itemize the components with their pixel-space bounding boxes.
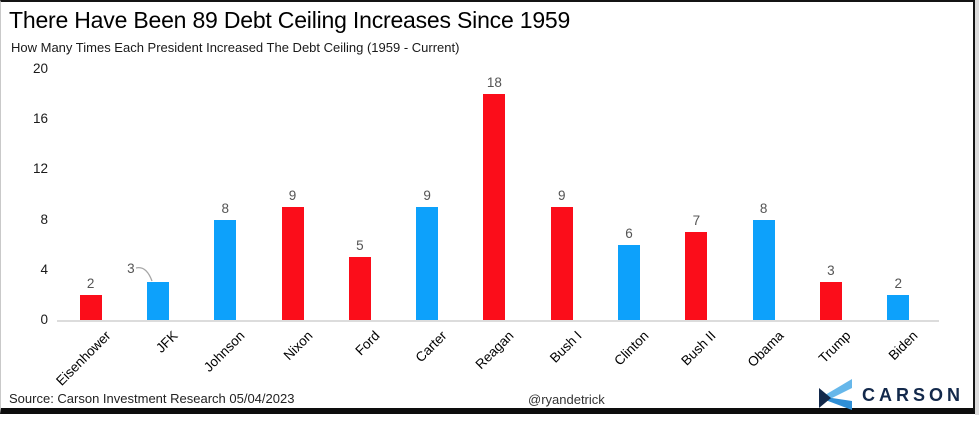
carson-logo-icon (818, 379, 852, 410)
bar-value-label: 8 (759, 200, 768, 216)
plot-area: There Have Been 89 Debt Ceiling Increase… (1, 2, 973, 408)
carson-wordmark: CARSON (861, 385, 964, 405)
bar (79, 294, 102, 320)
chart-title: There Have Been 89 Debt Ceiling Increase… (9, 7, 571, 33)
bar-value-label: 2 (86, 275, 95, 291)
twitter-handle: @ryandetrick (528, 392, 605, 407)
carson-logo: CARSON (818, 379, 964, 411)
bar-value-label: 3 (127, 261, 135, 277)
bar-value-label: 2 (894, 275, 902, 291)
bar-value-label: 8 (221, 200, 229, 216)
bar-value-label: 9 (423, 188, 431, 204)
source-text: Source: Carson Investment Research 05/04… (9, 391, 295, 406)
bar (483, 94, 506, 320)
bar (348, 257, 371, 320)
bar (550, 207, 573, 320)
bar (146, 282, 169, 320)
bar (887, 294, 910, 320)
bar (685, 232, 708, 320)
chart-frame: There Have Been 89 Debt Ceiling Increase… (0, 0, 975, 414)
y-axis-tick-label: 20 (32, 61, 48, 76)
y-axis-tick-label: 12 (32, 161, 48, 177)
bar (281, 207, 304, 320)
bar-value-label: 7 (692, 213, 701, 229)
x-axis-line (57, 320, 939, 322)
bar (819, 282, 842, 320)
right-gutter (975, 0, 979, 415)
y-axis-tick-label: 8 (40, 211, 48, 227)
y-axis-tick-label: 4 (40, 261, 48, 277)
bar (752, 219, 775, 320)
bar (618, 244, 641, 320)
y-axis-tick-label: 16 (32, 111, 48, 127)
bar-value-label: 9 (557, 188, 566, 204)
bar-value-label: 6 (625, 225, 633, 241)
bar-value-label: 5 (356, 238, 364, 254)
bar-value-label: 3 (827, 263, 835, 279)
bar (416, 207, 439, 320)
chart-subtitle: How Many Times Each President Increased … (11, 40, 460, 55)
bar-value-label: 18 (486, 75, 502, 91)
bar (214, 219, 237, 320)
y-axis-tick-label: 0 (40, 312, 48, 327)
bar-value-label: 9 (288, 188, 297, 204)
callout-leader-line (134, 264, 156, 289)
